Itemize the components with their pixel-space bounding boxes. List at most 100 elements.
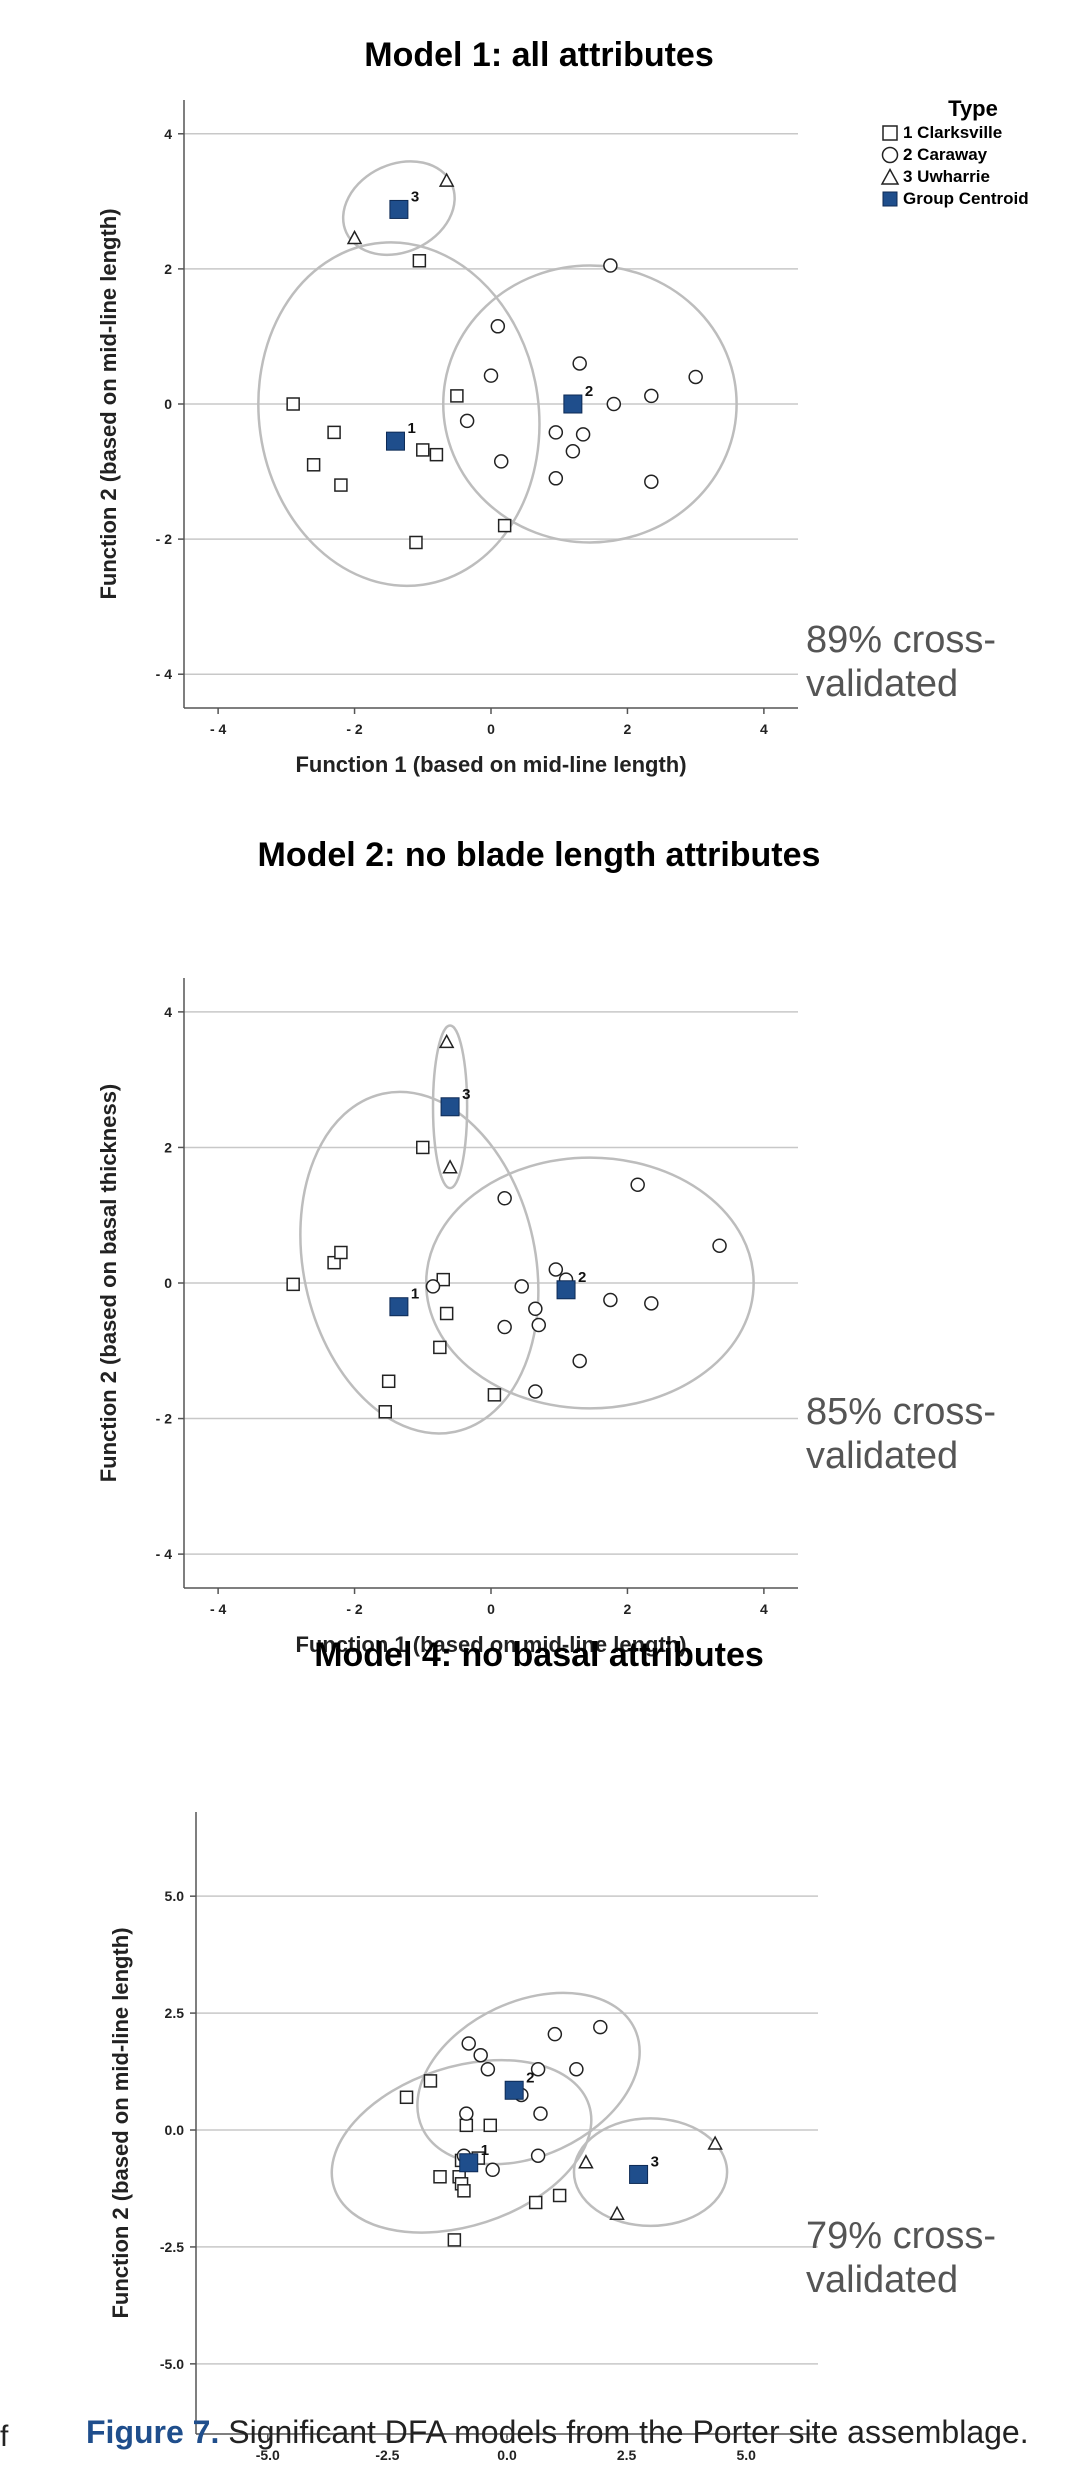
point-caraway xyxy=(572,356,587,371)
point-clarksville xyxy=(286,397,300,411)
y-axis-label: Function 2 (based on mid-line length) xyxy=(108,1927,133,2318)
x-tick-label: 2.5 xyxy=(617,2447,637,2463)
x-tick-label: -2.5 xyxy=(375,2447,399,2463)
centroid-label: 2 xyxy=(578,1269,586,1286)
cross-validation-line: validated xyxy=(806,2259,959,2301)
x-tick-label: - 4 xyxy=(210,1601,227,1617)
point-caraway xyxy=(490,319,506,334)
point-clarksville xyxy=(412,254,427,268)
point-clarksville xyxy=(416,1140,430,1155)
legend-item: 3 Uwharrie xyxy=(880,166,1058,188)
y-tick-label: - 2 xyxy=(156,1411,173,1427)
point-caraway xyxy=(572,1353,587,1369)
group-ellipse xyxy=(330,2058,593,2234)
point-caraway xyxy=(528,1384,543,1399)
centroid-label: 3 xyxy=(462,1086,470,1103)
point-clarksville xyxy=(447,2233,462,2247)
group-centroid xyxy=(563,394,583,414)
x-tick-label: 0.0 xyxy=(497,2447,517,2463)
group-centroid xyxy=(389,1297,409,1317)
legend-item: 2 Caraway xyxy=(880,144,1058,166)
x-tick-label: 4 xyxy=(760,1601,768,1617)
point-caraway xyxy=(548,1262,564,1277)
legend-item: Group Centroid xyxy=(880,188,1058,210)
y-tick-label: 5.0 xyxy=(165,1888,185,1904)
y-axis-label: Function 2 (based on mid-line length) xyxy=(96,208,121,599)
square-icon xyxy=(882,125,898,141)
y-tick-label: 4 xyxy=(164,126,172,142)
point-clarksville xyxy=(334,1245,348,1260)
point-caraway xyxy=(533,2106,548,2121)
circle-icon xyxy=(881,146,899,164)
point-clarksville xyxy=(381,1374,396,1389)
point-caraway xyxy=(603,258,618,273)
point-clarksville xyxy=(423,2074,438,2088)
cross-validation-note: 85% cross- validated xyxy=(806,1390,996,1478)
point-caraway xyxy=(531,1317,547,1333)
y-tick-label: -2.5 xyxy=(160,2239,184,2255)
group-centroid xyxy=(629,2164,649,2184)
point-caraway xyxy=(565,444,581,459)
chart-title: Model 1: all attributes xyxy=(364,36,714,74)
point-caraway xyxy=(514,1279,529,1294)
point-clarksville xyxy=(286,1277,300,1292)
x-tick-label: - 2 xyxy=(346,1601,363,1617)
legend-title: Type xyxy=(948,96,998,121)
point-caraway xyxy=(644,1296,659,1311)
point-caraway xyxy=(459,2106,474,2121)
point-caraway xyxy=(569,2061,584,2077)
point-caraway xyxy=(480,2061,496,2077)
point-clarksville xyxy=(327,1255,341,1270)
cross-validation-line: 89% cross- xyxy=(806,619,997,661)
point-clarksville xyxy=(433,2170,447,2184)
point-caraway xyxy=(493,454,509,469)
group-centroid xyxy=(504,2080,524,2100)
point-caraway xyxy=(497,1191,512,1206)
margin-text: f xyxy=(0,2420,9,2453)
point-caraway xyxy=(644,388,659,404)
point-caraway xyxy=(547,2026,563,2042)
centroid-label: 1 xyxy=(407,420,415,437)
chart-title: Model 4: no basal attributes xyxy=(314,1636,764,1674)
point-uwharrie xyxy=(442,1159,458,1174)
point-caraway xyxy=(530,2061,546,2077)
point-uwharrie xyxy=(707,2135,723,2150)
y-tick-label: 2.5 xyxy=(165,2005,185,2021)
point-clarksville xyxy=(457,2184,471,2198)
figure-label: Figure 7. xyxy=(86,2414,220,2450)
scatter-chart-model-1: - 4 - 2 0 2 4 - 4 - 2 0 2 4 Function 1 (based on m… xyxy=(96,100,798,777)
point-clarksville xyxy=(450,389,464,403)
cross-validation-line: 79% cross- xyxy=(806,2215,997,2257)
point-clarksville xyxy=(334,478,348,492)
centroid-label: 1 xyxy=(411,1286,419,1303)
point-caraway xyxy=(425,1279,441,1294)
legend-label: 3 Uwharrie xyxy=(903,167,990,186)
point-clarksville xyxy=(528,2195,543,2210)
x-tick-label: - 2 xyxy=(346,721,363,737)
legend-label: 2 Caraway xyxy=(903,145,988,164)
point-caraway xyxy=(528,1301,543,1317)
x-tick-label: 0 xyxy=(487,1601,495,1617)
y-tick-label: 2 xyxy=(164,261,172,277)
chart-title: Model 2: no blade length attributes xyxy=(257,836,821,874)
point-caraway xyxy=(644,474,659,489)
point-uwharrie xyxy=(609,2205,625,2220)
centroid-label: 2 xyxy=(526,2069,534,2086)
x-tick-label: 4 xyxy=(760,721,768,737)
y-tick-label: 4 xyxy=(164,1004,172,1020)
group-centroid xyxy=(556,1280,576,1300)
centroid-label: 2 xyxy=(585,383,593,400)
point-caraway xyxy=(688,369,703,385)
point-caraway xyxy=(483,368,499,383)
point-clarksville xyxy=(306,458,321,472)
group-centroid xyxy=(385,431,405,451)
legend: Type 1 Clarksville 2 Caraway 3 Uwharrie … xyxy=(880,96,1058,210)
point-uwharrie xyxy=(438,1033,455,1049)
point-clarksville xyxy=(409,535,423,550)
y-tick-label: - 4 xyxy=(156,666,173,682)
point-caraway xyxy=(712,1238,727,1253)
point-clarksville xyxy=(552,2188,567,2203)
point-caraway xyxy=(603,1292,618,1308)
x-tick-label: 2 xyxy=(624,1601,632,1617)
legend-label: Group Centroid xyxy=(903,189,1029,208)
